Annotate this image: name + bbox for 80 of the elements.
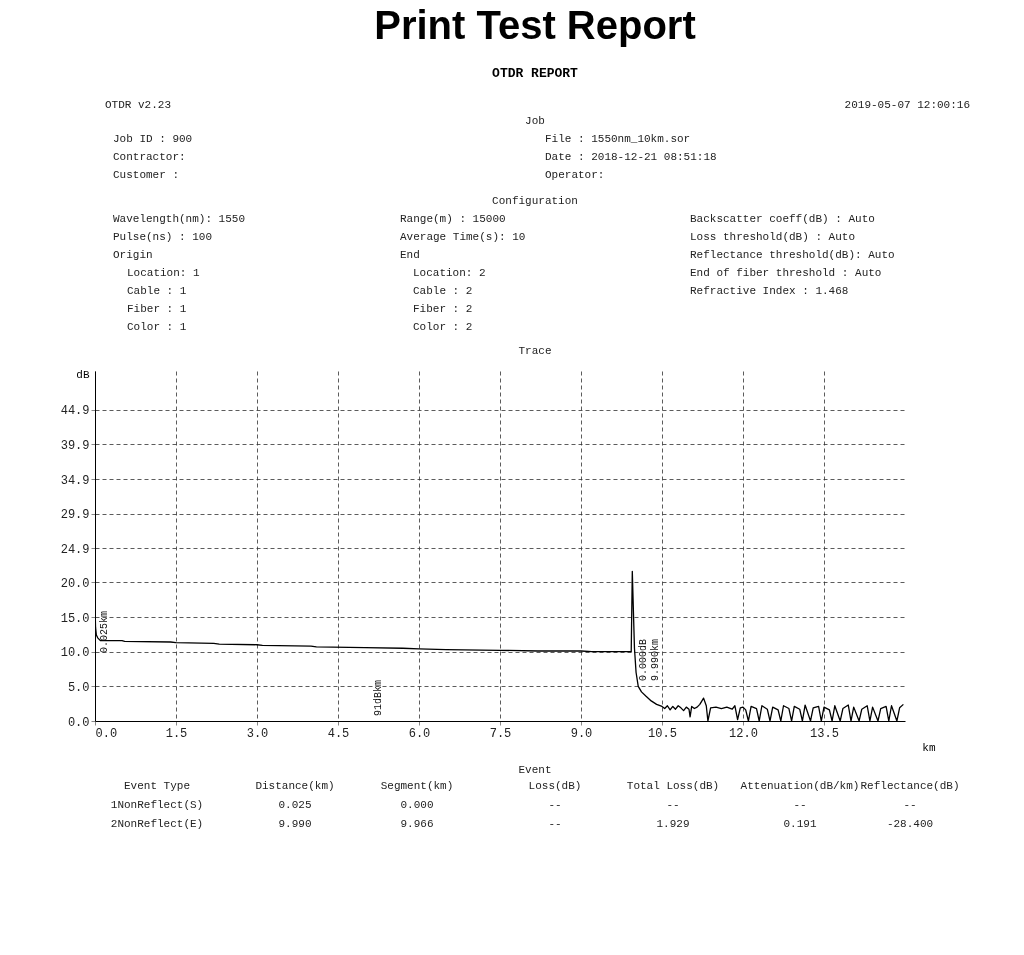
text: Event (518, 764, 552, 776)
text: Job (525, 115, 545, 127)
y-tick-label: 29.9 (60, 508, 90, 523)
annotation: 9.990km (650, 638, 661, 681)
x-tick-label: 10.5 (648, 726, 677, 741)
text: Average Time(s): 10 (400, 231, 526, 243)
annotation: 0.000dB (638, 638, 649, 681)
y-tick-label: 39.9 (60, 438, 90, 453)
x-tick-label: 4.5 (327, 726, 350, 741)
text: Customer : (113, 169, 180, 181)
text: 1NonReflect(S) (110, 799, 204, 811)
text: File : 1550nm_10km.sor (545, 133, 691, 145)
text: 2019-05-07 12:00:16 (844, 99, 970, 111)
text: Reflectance threshold(dB): Auto (690, 249, 895, 261)
text: -28.400 (886, 818, 934, 830)
text: Attenuation(dB/km) (740, 780, 860, 792)
text: -- (793, 799, 807, 811)
text: Color : 1 (127, 321, 187, 333)
text: Color : 2 (413, 321, 473, 333)
text: Job ID : 900 (113, 133, 193, 145)
text: 0.191 (783, 818, 817, 830)
text: 9.966 (400, 818, 434, 830)
text: Distance(km) (255, 780, 335, 792)
annotation: 91dBkm (373, 679, 384, 716)
y-tick-label: 20.0 (60, 576, 90, 591)
x-tick-label: 7.5 (489, 726, 512, 741)
y-tick-label: 10.0 (60, 646, 90, 661)
chart-subtitle: OTDR REPORT (492, 66, 579, 81)
y-tick-label: 0.0 (67, 715, 90, 730)
text: Cable : 2 (413, 285, 473, 297)
x-tick-label: 9.0 (570, 726, 593, 741)
text: Range(m) : 15000 (400, 213, 506, 225)
text: End (400, 249, 420, 261)
text: Event Type (123, 780, 191, 792)
text: 1.929 (656, 818, 690, 830)
text: Total Loss(dB) (626, 780, 720, 792)
text: Pulse(ns) : 100 (113, 231, 213, 243)
text: Location: 1 (127, 267, 201, 279)
text: Operator: (545, 169, 605, 181)
x-tick-label: 12.0 (729, 726, 758, 741)
annotation: 0.025km (99, 610, 110, 653)
y-tick-label: 34.9 (60, 473, 90, 488)
text: Segment(km) (380, 780, 454, 792)
text: Fiber : 2 (413, 303, 473, 315)
text: Configuration (492, 195, 578, 207)
text: Contractor: (113, 151, 186, 163)
text: Wavelength(nm): 1550 (113, 213, 246, 225)
y-tick-label: 15.0 (60, 611, 90, 626)
text: Backscatter coeff(dB) : Auto (690, 213, 875, 225)
y-tick-label: 5.0 (67, 680, 90, 695)
text: Reflectance(dB) (860, 780, 960, 792)
y-tick-label: 44.9 (60, 404, 90, 419)
text: Origin (113, 249, 153, 261)
text: 2NonReflect(E) (110, 818, 204, 830)
x-axis-title: km (922, 741, 936, 754)
text: -- (666, 799, 680, 811)
x-tick-label: 13.5 (810, 726, 839, 741)
text: Cable : 1 (127, 285, 187, 297)
text: End of fiber threshold : Auto (690, 267, 882, 279)
text: -- (903, 799, 917, 811)
text: Location: 2 (413, 267, 486, 279)
text: -- (548, 799, 562, 811)
y-axis-title: dB (76, 368, 90, 381)
text: 0.025 (278, 799, 312, 811)
y-tick-label: 24.9 (60, 542, 90, 557)
text: -- (548, 818, 562, 830)
text: Loss(dB) (528, 780, 582, 792)
text: Trace (518, 345, 552, 357)
x-tick-label: 3.0 (246, 726, 269, 741)
x-tick-label: 6.0 (408, 726, 431, 741)
text: OTDR v2.23 (105, 99, 172, 111)
x-tick-label: 1.5 (165, 726, 188, 741)
chart-title: Print Test Report (374, 3, 696, 47)
text: 9.990 (278, 818, 312, 830)
text: Refractive Index : 1.468 (690, 285, 849, 297)
text: Date : 2018-12-21 08:51:18 (545, 151, 717, 163)
text: Loss threshold(dB) : Auto (690, 231, 856, 243)
text: 0.000 (400, 799, 434, 811)
text: Fiber : 1 (127, 303, 187, 315)
x-tick-label: 0.0 (95, 726, 118, 741)
